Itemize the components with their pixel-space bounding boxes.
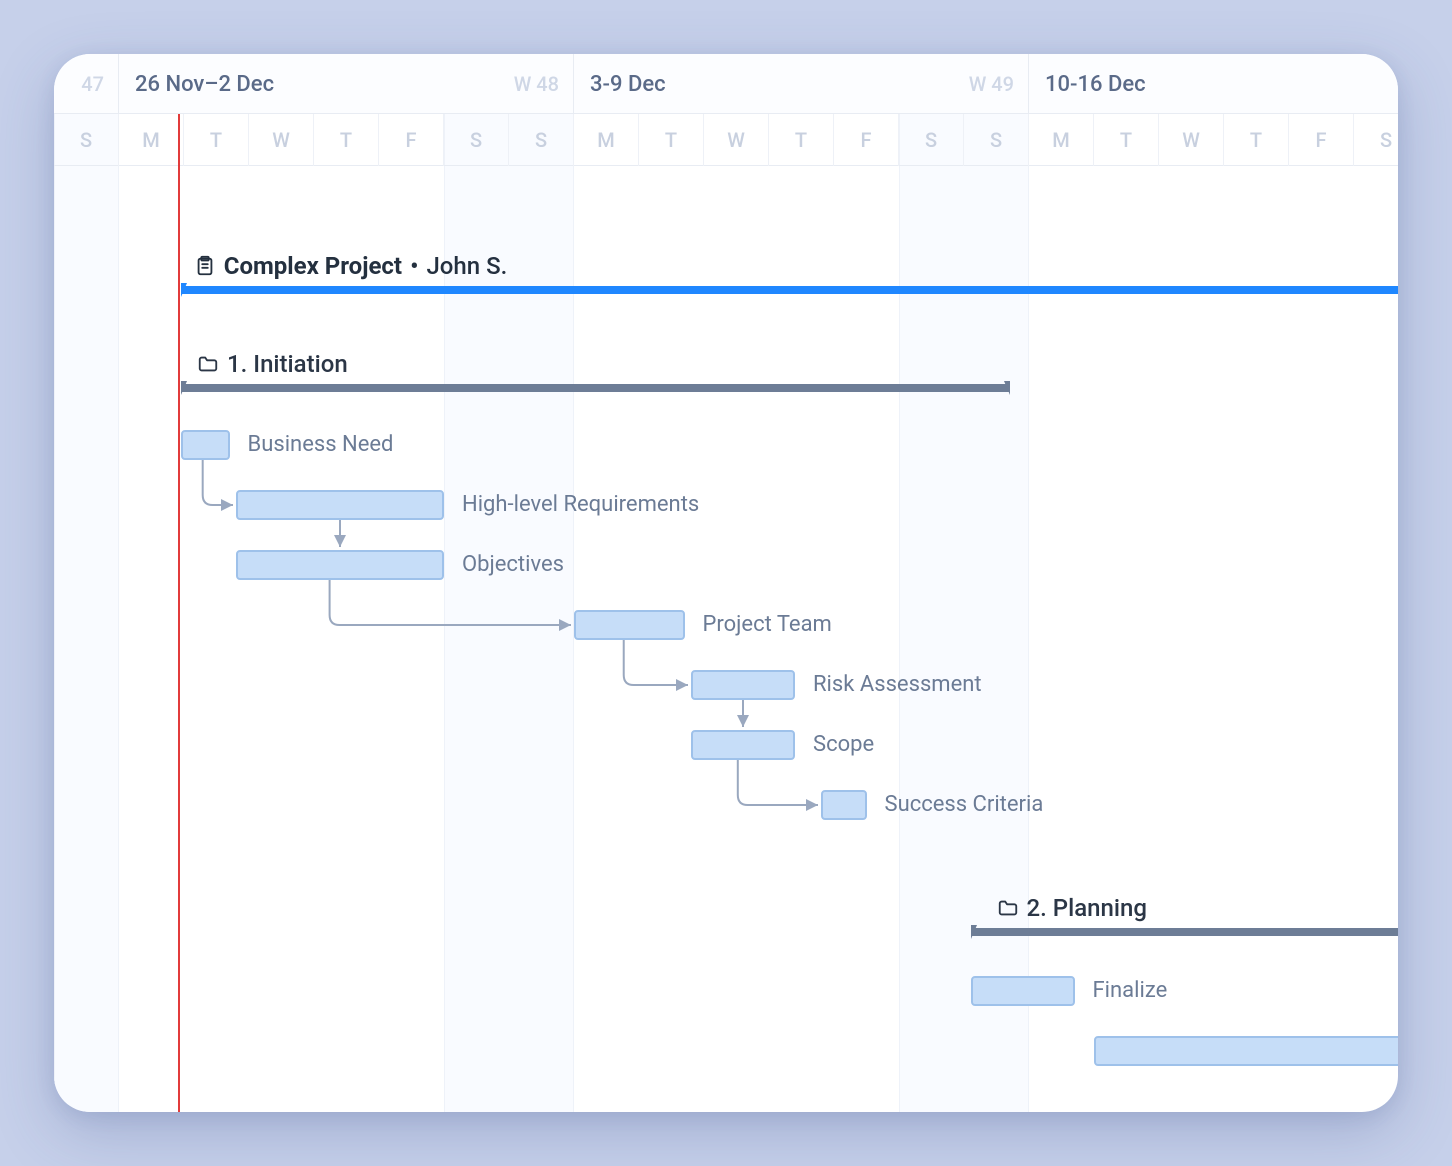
week-range: 3-9 Dec (574, 72, 666, 97)
clipboard-icon (194, 255, 216, 277)
week-cell[interactable]: 26 Nov–2 Dec W 48 (119, 54, 574, 114)
day-cell[interactable]: F (379, 114, 444, 166)
day-cell[interactable]: S (964, 114, 1029, 166)
task-label: Finalize (1093, 976, 1168, 1006)
week-number: 47 (81, 54, 104, 114)
project-summary-bar[interactable] (181, 286, 1398, 294)
task-bar[interactable] (574, 610, 685, 640)
day-cell[interactable]: T (184, 114, 249, 166)
week-number: W 48 (514, 54, 559, 114)
day-cell[interactable]: M (574, 114, 639, 166)
day-cell[interactable]: W (249, 114, 314, 166)
day-cell[interactable]: M (119, 114, 184, 166)
day-cell[interactable]: W (1159, 114, 1224, 166)
day-cell[interactable]: S (509, 114, 574, 166)
phase-summary-bar[interactable] (181, 384, 1010, 392)
task-bar[interactable] (181, 430, 230, 460)
day-cell[interactable]: S (54, 114, 119, 166)
task-label: Scope (813, 730, 874, 760)
task-bar[interactable] (821, 790, 867, 820)
task-bar[interactable] (236, 550, 444, 580)
task-label: Risk Assessment (813, 670, 982, 700)
today-marker (178, 114, 180, 1112)
day-cell[interactable]: T (769, 114, 834, 166)
week-range: 26 Nov–2 Dec (119, 72, 274, 97)
separator-dot: • (410, 252, 418, 280)
task-label: Business Need (248, 430, 394, 460)
task-label: Success Criteria (885, 790, 1044, 820)
day-cell[interactable]: T (1094, 114, 1159, 166)
task-bar[interactable] (691, 730, 795, 760)
day-cell[interactable]: M (1029, 114, 1094, 166)
day-cell[interactable]: S (1354, 114, 1398, 166)
gantt-chart[interactable]: 4726 Nov–2 DecW 483-9 DecW 4910-16 DecSM… (54, 54, 1398, 1112)
day-cell[interactable]: W (704, 114, 769, 166)
day-cell[interactable]: F (834, 114, 899, 166)
task-label: Project Team (703, 610, 832, 640)
header-days-row: SMTWTFSSMTWTFSSMTWTFSS (54, 114, 1398, 166)
task-label: High-level Requirements (462, 490, 699, 520)
phase-title[interactable]: 2. Planning (997, 894, 1147, 922)
folder-icon (997, 897, 1019, 919)
project-title[interactable]: Complex Project • John S. (194, 252, 508, 280)
project-owner: John S. (426, 252, 507, 280)
day-cell[interactable]: T (639, 114, 704, 166)
day-cell[interactable]: S (899, 114, 964, 166)
gantt-body[interactable]: Complex Project • John S. 1. Initiation Busi… (54, 166, 1398, 1112)
phase-name: 2. Planning (1027, 894, 1147, 922)
task-bar[interactable] (971, 976, 1075, 1006)
week-cell[interactable]: 10-16 Dec (1029, 54, 1398, 114)
phase-name: 1. Initiation (227, 350, 348, 378)
week-range: 10-16 Dec (1029, 72, 1146, 97)
task-bar[interactable] (691, 670, 795, 700)
task-label: Objectives (462, 550, 564, 580)
folder-icon (197, 353, 219, 375)
phase-title[interactable]: 1. Initiation (197, 350, 348, 378)
day-cell[interactable]: S (444, 114, 509, 166)
day-cell[interactable]: F (1289, 114, 1354, 166)
header-weeks-row: 47 26 Nov–2 Dec W 48 3-9 Dec W 49 10-16 Dec (54, 54, 1398, 114)
week-cell[interactable]: 3-9 Dec W 49 (574, 54, 1029, 114)
week-number: W 49 (969, 54, 1014, 114)
app-window: 4726 Nov–2 DecW 483-9 DecW 4910-16 DecSM… (54, 54, 1398, 1112)
task-bar[interactable] (236, 490, 444, 520)
day-cell[interactable]: T (1224, 114, 1289, 166)
task-bar[interactable] (1094, 1036, 1398, 1066)
project-name: Complex Project (224, 252, 402, 280)
phase-summary-bar[interactable] (971, 928, 1399, 936)
day-cell[interactable]: T (314, 114, 379, 166)
